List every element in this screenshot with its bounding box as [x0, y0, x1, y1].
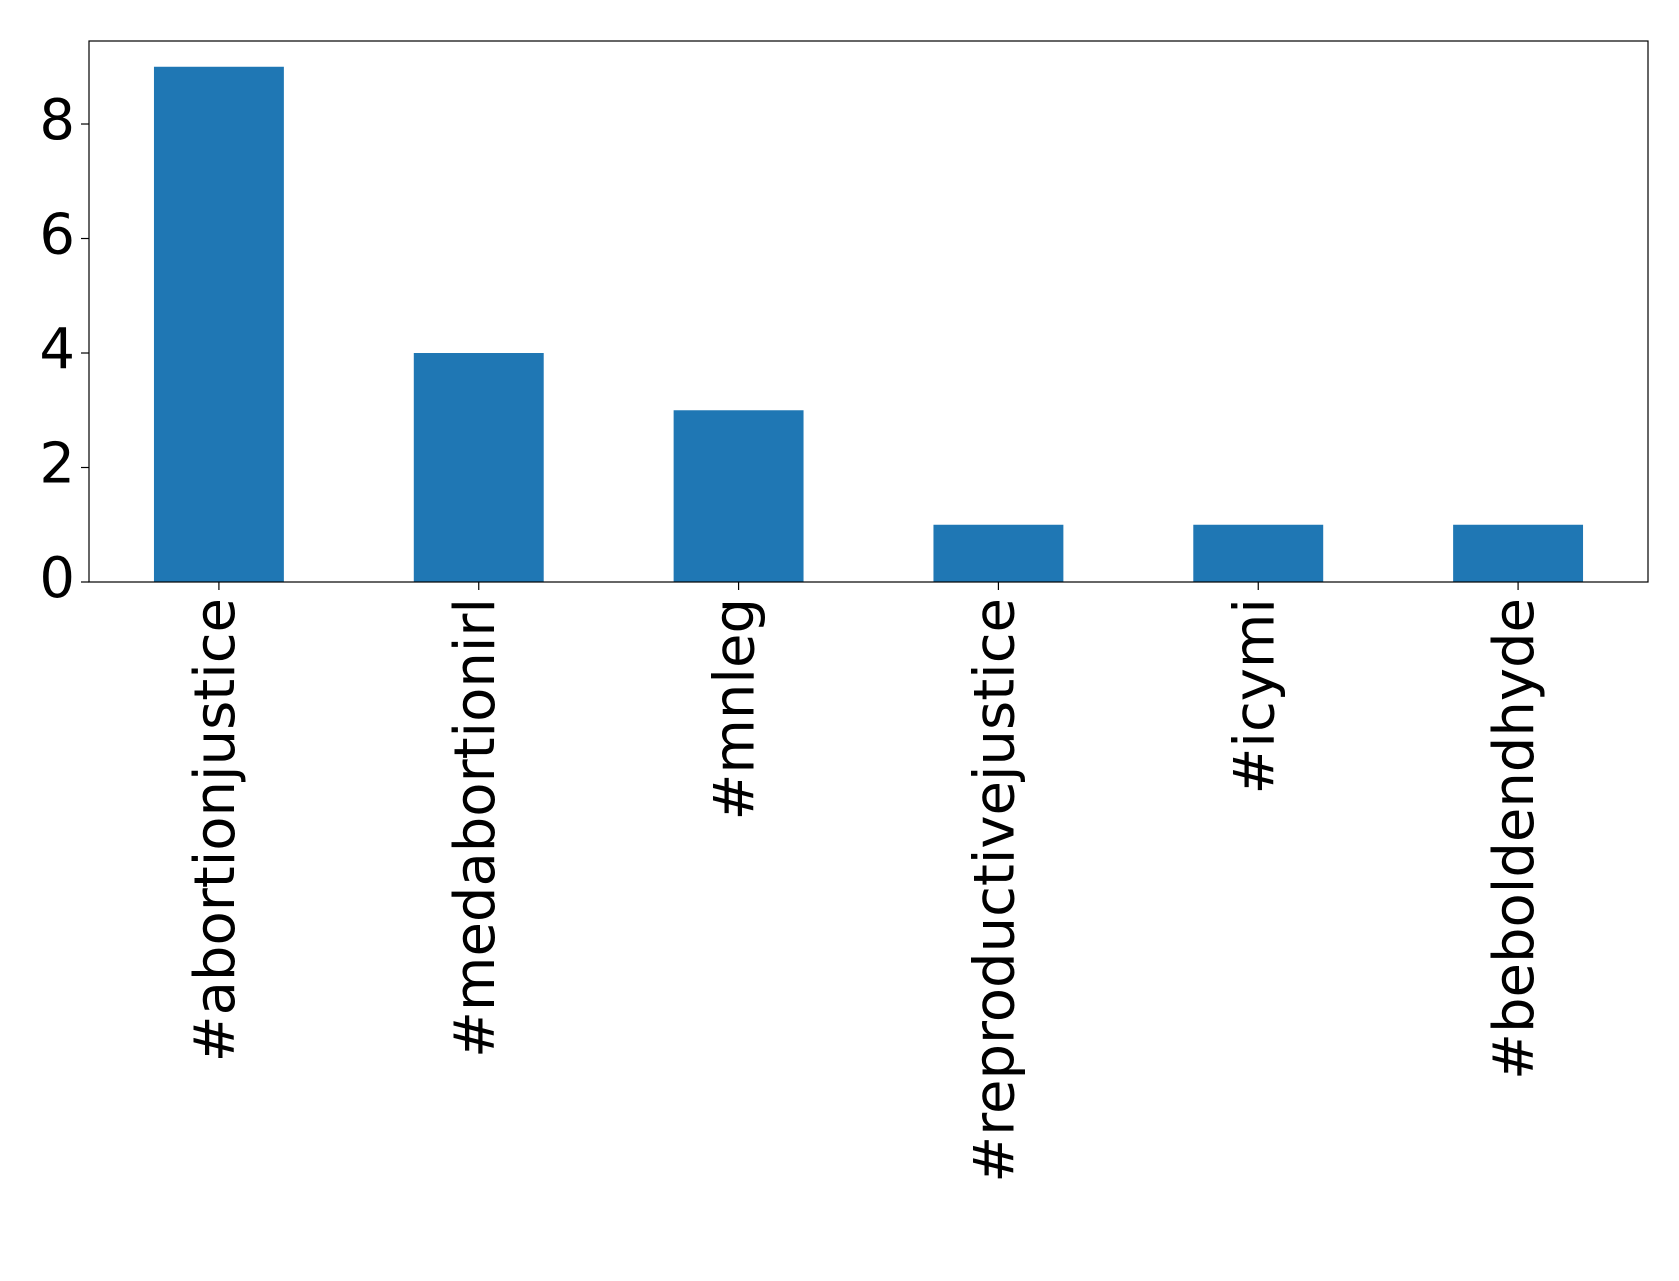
x-tick-label: #mnleg	[703, 598, 768, 821]
x-tick-label: #medabortionirl	[443, 598, 508, 1058]
bar	[673, 410, 804, 582]
x-tick-label: #icymi	[1222, 598, 1287, 795]
x-tick-label: #reproductivejustice	[963, 598, 1028, 1183]
bar	[1193, 524, 1324, 582]
bar	[413, 353, 544, 582]
plot-frame	[88, 40, 1649, 583]
bar	[153, 66, 284, 582]
bar	[1453, 524, 1584, 582]
y-tick-label: 8	[39, 88, 75, 153]
x-tick-label: #beboldendhyde	[1482, 598, 1547, 1080]
y-tick-label: 4	[39, 317, 75, 382]
y-tick-label: 2	[39, 432, 75, 497]
y-tick-label: 0	[39, 546, 75, 611]
y-tick-label: 6	[39, 203, 75, 268]
x-tick-label: #abortionjustice	[183, 598, 248, 1062]
bar	[933, 524, 1064, 582]
